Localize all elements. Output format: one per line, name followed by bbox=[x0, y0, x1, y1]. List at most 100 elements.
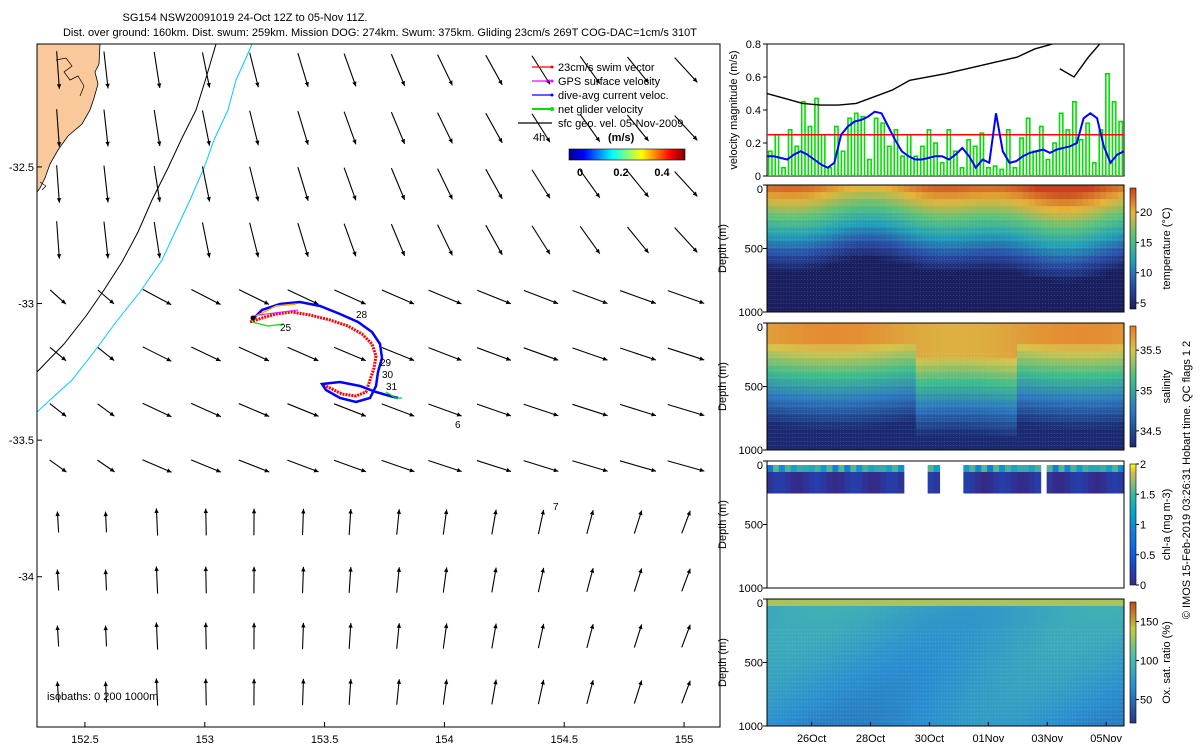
section-cell bbox=[969, 683, 976, 692]
velocity-arrow bbox=[579, 226, 601, 254]
section-cell bbox=[975, 269, 982, 278]
section-cell bbox=[1106, 620, 1113, 628]
section-cell bbox=[767, 655, 774, 663]
section-cell bbox=[1005, 269, 1012, 278]
section-cell bbox=[886, 620, 893, 628]
section-cell bbox=[1005, 662, 1012, 671]
section-cell bbox=[963, 206, 970, 214]
section-cell bbox=[1058, 655, 1065, 663]
section-cell bbox=[999, 276, 1006, 285]
section-cell bbox=[784, 206, 792, 214]
section-cell bbox=[1046, 465, 1054, 473]
section-cell bbox=[987, 655, 994, 663]
velocity-arrow bbox=[381, 459, 415, 473]
section-cell bbox=[1082, 185, 1089, 193]
section-cell bbox=[862, 414, 869, 423]
section-cell bbox=[1094, 386, 1101, 395]
section-cell bbox=[1034, 704, 1042, 713]
section-cell bbox=[832, 669, 839, 678]
section-cell bbox=[1034, 472, 1042, 480]
section-cell bbox=[832, 206, 839, 214]
section-cell bbox=[975, 407, 982, 416]
section-cell bbox=[1052, 479, 1060, 487]
section-cell bbox=[891, 227, 899, 235]
section-cell bbox=[987, 414, 994, 423]
velocity-arrow bbox=[249, 52, 259, 88]
section-cell bbox=[1040, 358, 1048, 366]
section-cell bbox=[975, 613, 982, 621]
section-cell bbox=[981, 669, 988, 678]
section-cell bbox=[1094, 627, 1101, 635]
section-cell bbox=[808, 648, 816, 656]
section-cell bbox=[957, 297, 964, 306]
velocity-arrowhead bbox=[540, 679, 545, 685]
section-cell bbox=[897, 290, 905, 299]
section-cell bbox=[1112, 613, 1119, 621]
section-cell bbox=[1052, 220, 1060, 228]
section-cell bbox=[802, 393, 810, 402]
section-cell bbox=[1034, 627, 1042, 635]
section-cell bbox=[921, 199, 929, 207]
velocity-arrow bbox=[103, 165, 109, 203]
section-cell bbox=[1076, 199, 1083, 207]
section-cell bbox=[1046, 206, 1054, 214]
section-cell bbox=[820, 669, 827, 678]
section-cell bbox=[933, 465, 941, 473]
section-cell bbox=[844, 627, 851, 635]
section-cell bbox=[1076, 358, 1083, 366]
section-cell bbox=[1010, 323, 1018, 331]
section-cell bbox=[832, 323, 839, 331]
section-cell bbox=[820, 435, 827, 444]
section-cell bbox=[1016, 690, 1024, 699]
section-cell bbox=[981, 185, 988, 193]
section-cell bbox=[814, 344, 822, 352]
section-cell bbox=[933, 704, 941, 713]
net-velocity-bar bbox=[800, 100, 806, 176]
section-cell bbox=[1052, 269, 1060, 278]
section-cell bbox=[814, 379, 822, 387]
section-cell bbox=[778, 386, 786, 395]
section-cell bbox=[1034, 479, 1042, 487]
section-cell bbox=[915, 620, 923, 628]
section-cell bbox=[927, 606, 935, 614]
section-cell bbox=[1106, 393, 1113, 402]
velocity-arrowhead bbox=[644, 248, 649, 254]
section-cell bbox=[1058, 241, 1065, 249]
section-cell bbox=[868, 683, 875, 692]
section-cell bbox=[767, 676, 774, 685]
section-cell bbox=[838, 269, 845, 278]
section-cell bbox=[778, 297, 786, 306]
section-cell bbox=[1100, 213, 1107, 221]
section-cell bbox=[886, 192, 893, 200]
section-cell bbox=[1100, 620, 1107, 628]
section-cell bbox=[927, 435, 935, 444]
section-cell bbox=[820, 290, 827, 299]
section-cell bbox=[844, 220, 851, 228]
section-cell bbox=[832, 655, 839, 663]
date-tick-label: 05Nov bbox=[1090, 733, 1122, 745]
section-cell bbox=[963, 634, 970, 642]
section-cell bbox=[1058, 330, 1065, 338]
section-cell bbox=[921, 255, 929, 264]
section-cell bbox=[1046, 690, 1054, 699]
net-velocity-bar bbox=[952, 150, 958, 176]
section-cell bbox=[844, 393, 851, 402]
colorbar-tick-label: 1.5 bbox=[1140, 489, 1155, 501]
section-cell bbox=[1076, 330, 1083, 338]
section-cell bbox=[850, 297, 857, 306]
section-cell bbox=[1022, 627, 1030, 635]
section-cell bbox=[933, 690, 941, 699]
section-cell bbox=[1005, 690, 1012, 699]
section-cell bbox=[784, 711, 792, 720]
section-cell bbox=[999, 421, 1006, 430]
section-cell bbox=[963, 365, 970, 373]
section-cell bbox=[820, 683, 827, 692]
section-cell bbox=[886, 599, 893, 607]
section-cell bbox=[969, 330, 976, 338]
section-cell bbox=[1112, 199, 1119, 207]
section-cell bbox=[1118, 304, 1125, 313]
section-cell bbox=[1046, 365, 1054, 373]
section-cell bbox=[927, 641, 935, 649]
section-cell bbox=[868, 234, 875, 242]
section-cell bbox=[1058, 192, 1065, 200]
